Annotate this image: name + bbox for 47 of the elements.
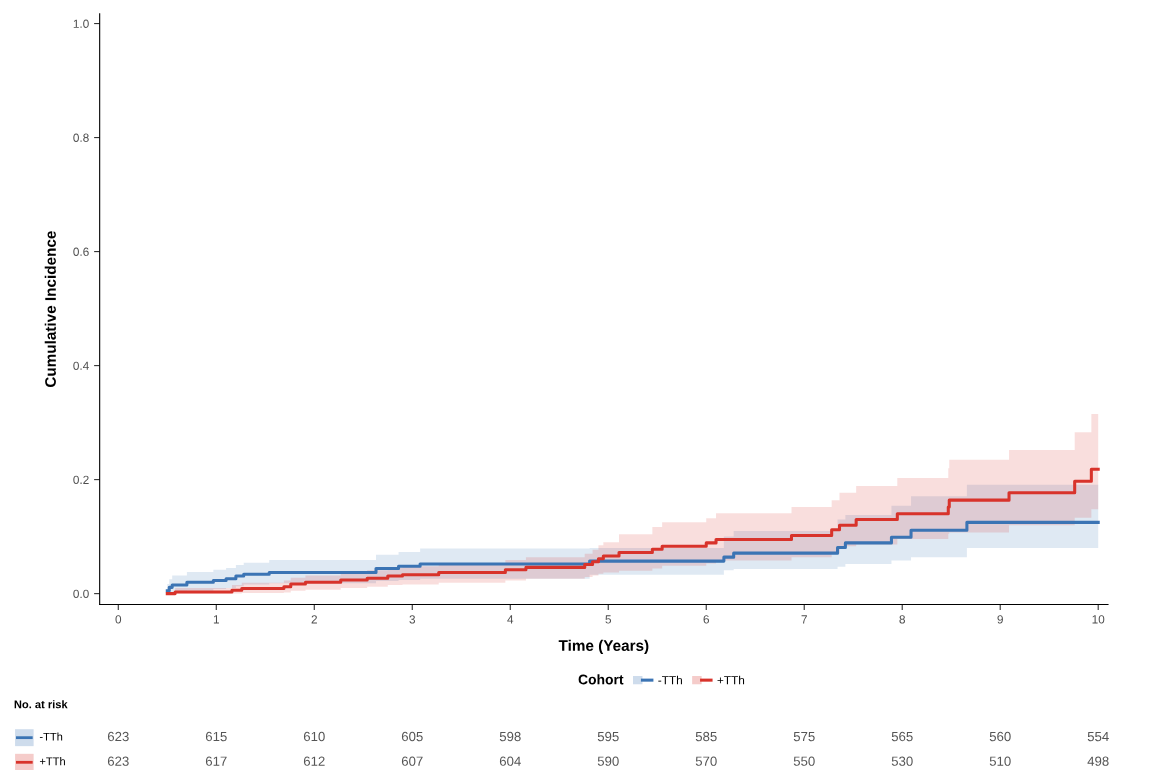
- text: 590: [597, 756, 619, 766]
- y-axis-title: Cumulative Incidence: [44, 231, 56, 388]
- text: 585: [695, 731, 717, 742]
- text: 617: [205, 756, 227, 766]
- text: +TTh: [39, 757, 65, 766]
- text: 604: [499, 756, 521, 766]
- x-tick-label: 2: [311, 615, 317, 624]
- text: 560: [989, 731, 1011, 742]
- x-tick-label: 6: [703, 615, 709, 624]
- x-tick-label: 7: [801, 615, 807, 624]
- text: 565: [891, 731, 913, 742]
- legend-label: -TTh: [658, 675, 682, 685]
- y-tick-label: 0.0: [73, 589, 89, 599]
- x-tick-label: 5: [605, 615, 612, 624]
- y-tick-label: 0.6: [73, 247, 89, 256]
- y-tick-label: 0.4: [73, 361, 89, 370]
- text: 623: [107, 731, 129, 742]
- x-tick-label: 1: [213, 615, 219, 624]
- x-tick-label: 3: [409, 615, 416, 624]
- legend-label: +TTh: [717, 675, 745, 685]
- x-tick-label: 8: [899, 615, 905, 624]
- legend-title: Cohort: [578, 674, 624, 685]
- y-tick-label: 0.8: [73, 133, 89, 142]
- text: 623: [107, 756, 129, 766]
- x-tick-label: 10: [1092, 615, 1105, 624]
- text: 530: [891, 756, 913, 766]
- x-tick-label: 4: [507, 615, 514, 624]
- text: 607: [401, 756, 423, 766]
- text: 550: [793, 756, 815, 766]
- text: 605: [401, 731, 423, 742]
- text: 615: [205, 731, 227, 742]
- x-tick-label: 0: [115, 615, 122, 624]
- text: 554: [1087, 731, 1109, 742]
- text: 510: [989, 756, 1011, 766]
- text: 498: [1087, 756, 1109, 766]
- y-tick-label: 0.2: [73, 475, 89, 484]
- text: 612: [303, 756, 325, 766]
- text: 570: [695, 756, 717, 766]
- text: 598: [499, 731, 521, 742]
- text: No. at risk: [14, 700, 68, 709]
- text: 575: [793, 731, 815, 742]
- text: 595: [597, 731, 619, 742]
- y-tick-label: 1.0: [73, 19, 89, 28]
- x-tick-label: 9: [997, 615, 1003, 624]
- text: -TTh: [39, 732, 63, 741]
- text: 610: [303, 731, 325, 742]
- x-axis-title: Time (Years): [558, 639, 649, 654]
